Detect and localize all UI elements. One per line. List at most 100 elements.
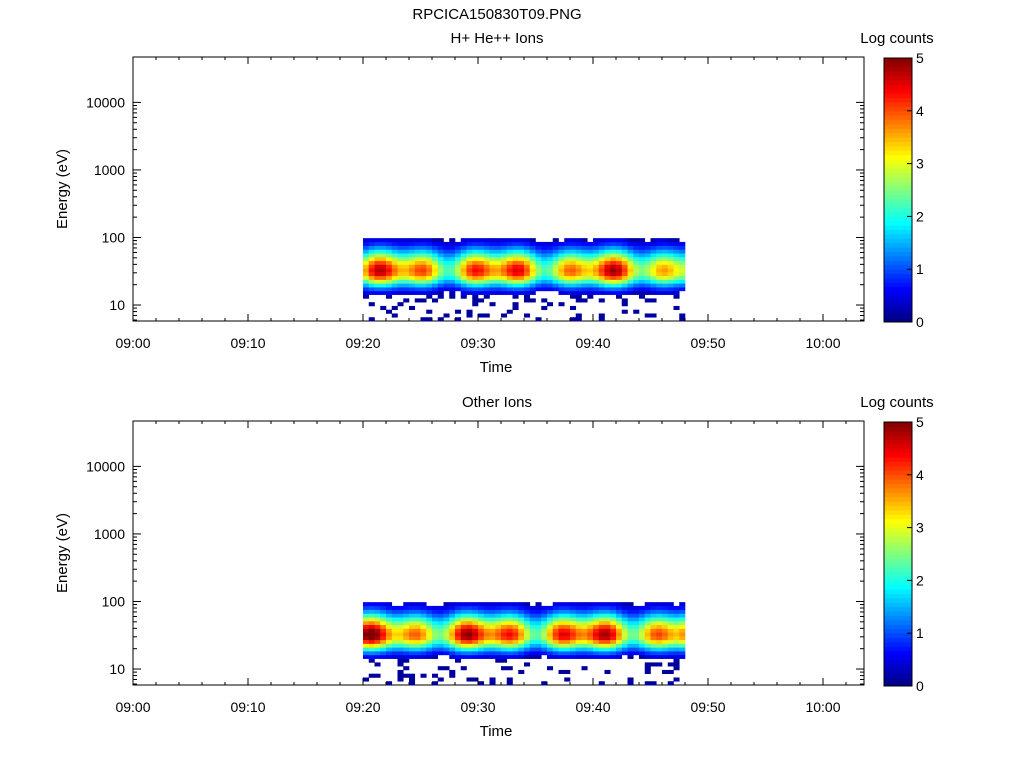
- spectrogram-cell: [437, 677, 444, 682]
- colorbar-segment: [884, 584, 912, 590]
- spectrogram-cell: [403, 249, 410, 254]
- spectrogram-cell: [639, 249, 646, 254]
- spectrogram-cell: [662, 287, 669, 292]
- spectrogram-cell: [518, 272, 525, 277]
- spectrogram-cell: [478, 651, 485, 656]
- spectrogram-cell: [374, 268, 381, 273]
- spectrogram-cell: [409, 238, 416, 243]
- spectrogram-cell: [443, 241, 450, 246]
- spectrogram-cell: [409, 628, 416, 633]
- spectrogram-cell: [604, 613, 611, 618]
- spectrogram-cell: [667, 651, 674, 656]
- spectrogram-cell: [460, 256, 467, 262]
- spectrogram-cell: [472, 636, 479, 641]
- spectrogram-cell: [673, 272, 680, 277]
- spectrogram-cell: [558, 609, 565, 614]
- spectrogram-cell: [633, 272, 640, 277]
- spectrogram-cell: [483, 639, 490, 644]
- spectrogram-cell: [621, 272, 628, 277]
- spectrogram-cell: [621, 241, 628, 246]
- spectrogram-cell: [529, 632, 536, 637]
- spectrogram-cell: [621, 605, 628, 610]
- spectrogram-cell: [598, 605, 605, 610]
- spectrogram-cell: [547, 302, 554, 307]
- colorbar-frame: [883, 57, 913, 323]
- spectrogram-cell: [558, 654, 565, 659]
- spectrogram-cell: [639, 643, 646, 648]
- spectrogram-cell: [472, 264, 479, 269]
- spectrogram-cell: [391, 643, 398, 648]
- spectrogram-panel: 09:00 09:10 09:20 09:30 09:40 09:50 10:0010100…: [54, 30, 934, 376]
- spectrogram-cell: [368, 268, 375, 273]
- spectrogram-cell: [627, 617, 634, 622]
- spectrogram-cell: [547, 260, 554, 265]
- spectrogram-cell: [391, 305, 398, 311]
- spectrogram-cell: [650, 249, 657, 254]
- spectrogram-cell: [460, 613, 467, 618]
- colorbar-segment: [884, 247, 912, 252]
- spectrogram-cell: [403, 253, 410, 258]
- spectrogram-cell: [414, 260, 421, 265]
- spectrogram-cell: [610, 636, 617, 641]
- spectrogram-cell: [529, 620, 536, 626]
- spectrogram-cell: [610, 602, 617, 607]
- spectrogram-cell: [656, 639, 663, 644]
- spectrogram-cell: [472, 272, 479, 277]
- spectrogram-cell: [529, 624, 536, 629]
- colorbar-label: Log counts: [860, 30, 933, 47]
- spectrogram-cell: [409, 264, 416, 269]
- spectrogram-cell: [512, 628, 519, 633]
- spectrogram-cell: [667, 654, 674, 659]
- spectrogram-cell: [598, 317, 605, 322]
- spectrogram-cell: [644, 253, 651, 258]
- spectrogram-cell: [564, 669, 571, 675]
- spectrogram-cell: [501, 279, 508, 284]
- colorbar-segment: [884, 571, 912, 577]
- spectrogram-cell: [368, 628, 375, 633]
- spectrogram-cell: [432, 681, 439, 686]
- spectrogram-cell: [552, 654, 559, 659]
- spectrogram-cell: [466, 264, 473, 269]
- spectrogram-cell: [460, 628, 467, 633]
- spectrogram-cell: [552, 605, 559, 610]
- spectrogram-cell: [437, 238, 444, 243]
- spectrogram-cell: [524, 275, 531, 280]
- spectrogram-cell: [386, 279, 393, 284]
- spectrogram-cell: [524, 613, 531, 618]
- spectrogram-cell: [518, 275, 525, 280]
- spectrogram-cell: [501, 647, 508, 652]
- spectrogram-cell: [650, 681, 657, 686]
- spectrogram-cell: [449, 651, 456, 656]
- spectrogram-cell: [518, 264, 525, 269]
- x-tick-label: 10:00: [805, 699, 840, 715]
- spectrogram-cell: [403, 602, 410, 607]
- colorbar-segment: [884, 681, 912, 687]
- spectrogram-cell: [535, 279, 542, 284]
- spectrogram-cell: [409, 673, 416, 678]
- spectrogram-cell: [667, 279, 674, 284]
- spectrogram-cell: [575, 647, 582, 652]
- colorbar-segment: [884, 273, 912, 279]
- spectrogram-cell: [616, 290, 623, 295]
- spectrogram-cell: [506, 238, 513, 243]
- spectrogram-cell: [414, 245, 421, 250]
- spectrogram-cell: [535, 264, 542, 269]
- spectrogram-cells: [363, 602, 686, 686]
- spectrogram-cell: [662, 605, 669, 610]
- spectrogram-cell: [650, 602, 657, 607]
- spectrogram-cell: [679, 249, 686, 254]
- spectrogram-cell: [610, 609, 617, 614]
- spectrogram-cell: [621, 632, 628, 637]
- spectrogram-cell: [506, 620, 513, 626]
- spectrogram-cell: [495, 268, 502, 273]
- spectrogram-cell: [374, 253, 381, 258]
- spectrogram-cell: [604, 605, 611, 610]
- spectrogram-cell: [564, 275, 571, 280]
- spectrogram-cell: [495, 605, 502, 610]
- spectrogram-cell: [386, 617, 393, 622]
- colorbar-segment: [884, 119, 912, 125]
- spectrogram-cell: [363, 632, 370, 637]
- spectrogram-cell: [403, 673, 410, 678]
- spectrogram-cell: [386, 272, 393, 277]
- spectrogram-cell: [495, 249, 502, 254]
